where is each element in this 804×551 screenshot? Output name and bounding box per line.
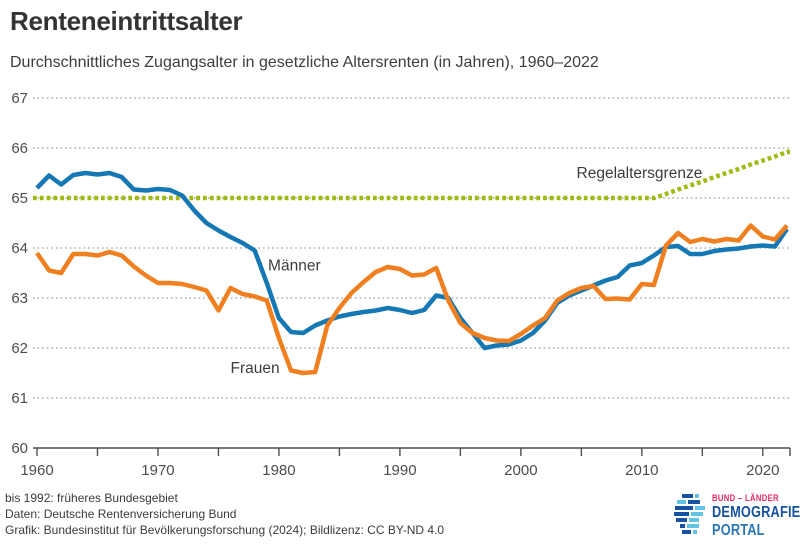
footnote-line: bis 1992: früheres Bundesgebiet <box>5 491 178 505</box>
logo-bar <box>689 518 699 522</box>
logo-portal: PORTAL <box>712 522 765 539</box>
logo-demografie: DEMOGRAFIE <box>712 504 801 521</box>
logo-bar <box>695 494 699 498</box>
series-frauen-line <box>35 223 789 376</box>
logo-text: BUND – LÄNDER DEMOGRAFIE PORTAL <box>712 493 804 540</box>
y-tick-label: 61 <box>11 390 28 407</box>
x-tick-label: 1980 <box>262 462 295 479</box>
x-tick-label: 2020 <box>746 462 779 479</box>
series-label-maenner: Männer <box>268 258 321 275</box>
logo-bar <box>676 518 687 522</box>
logo-bar <box>674 512 689 516</box>
logo-mark-icon <box>674 494 705 534</box>
logo-bar <box>688 500 700 504</box>
logo-bar <box>682 494 693 498</box>
y-tick-label: 62 <box>11 340 28 357</box>
y-tick-label: 60 <box>11 440 28 457</box>
y-tick-label: 63 <box>11 290 28 307</box>
logo-bar <box>691 512 703 516</box>
demografie-portal-logo: BUND – LÄNDER DEMOGRAFIE PORTAL <box>674 493 804 541</box>
logo-bar <box>675 506 693 510</box>
x-tick-label: 1990 <box>383 462 416 479</box>
series-label-regelaltersgrenze: Regelaltersgrenze <box>577 165 703 182</box>
series-label-frauen: Frauen <box>231 360 280 377</box>
chart-title: Renteneintrittsalter <box>10 6 243 36</box>
x-tick-label: 2000 <box>504 462 537 479</box>
license-line: Grafik: Bundesinstitut für Bevölkerungsf… <box>5 523 445 537</box>
logo-bund-laender: BUND – LÄNDER <box>712 493 779 503</box>
logo-bar <box>682 530 691 534</box>
x-tick-label: 2010 <box>625 462 658 479</box>
data-source-line: Daten: Deutsche Rentenversicherung Bund <box>5 507 237 521</box>
series-maenner-line <box>35 170 789 351</box>
source-note: bis 1992: früheres Bundesgebiet Daten: D… <box>5 490 444 538</box>
chart-subtitle: Durchschnittliches Zugangsalter in geset… <box>10 54 599 71</box>
logo-bar <box>693 530 697 534</box>
y-tick-label: 67 <box>11 90 28 107</box>
y-tick-label: 65 <box>11 190 28 207</box>
logo-bar <box>695 506 705 510</box>
x-tick-label: 1960 <box>20 462 53 479</box>
x-tick-label: 1970 <box>141 462 174 479</box>
y-tick-label: 64 <box>11 240 28 257</box>
logo-bar <box>677 500 686 504</box>
logo-bar <box>680 524 685 528</box>
logo-bar <box>687 524 699 528</box>
y-tick-label: 66 <box>11 140 28 157</box>
